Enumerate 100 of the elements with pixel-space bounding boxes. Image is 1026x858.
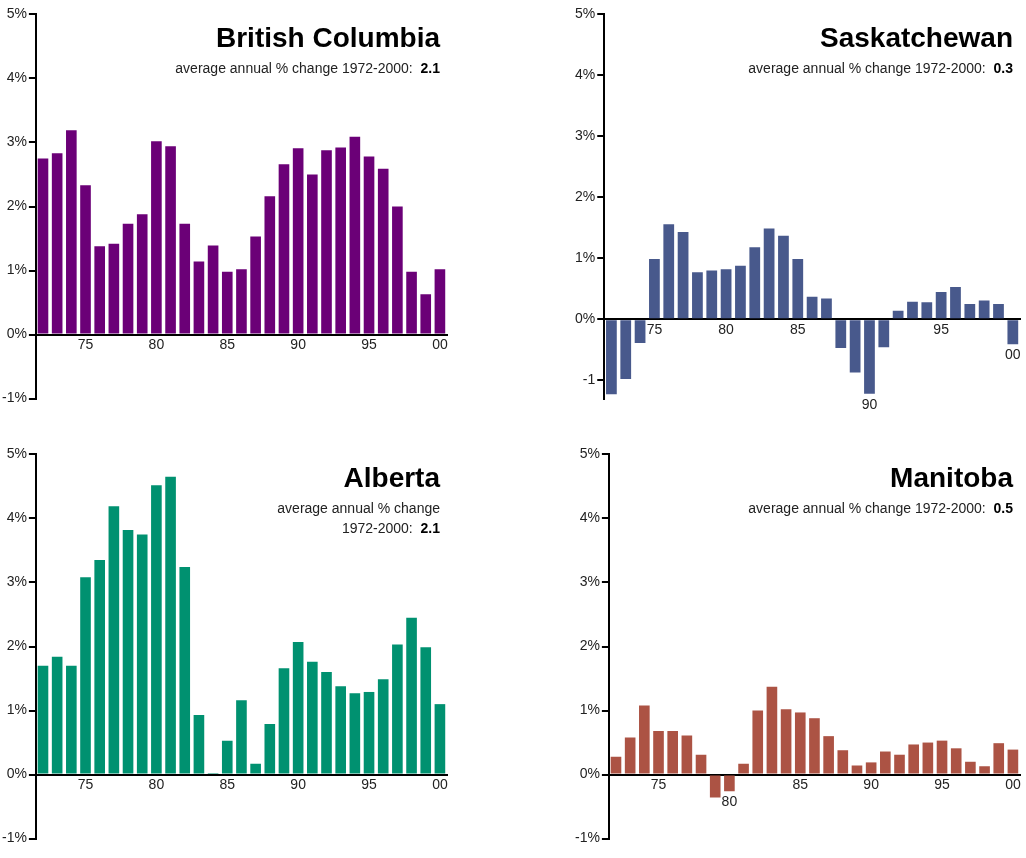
bar	[349, 136, 361, 334]
bar	[377, 679, 389, 774]
bar	[335, 147, 346, 334]
bar	[978, 300, 990, 319]
x-tick-label: 95	[361, 336, 378, 353]
bar	[681, 735, 693, 774]
bar	[695, 754, 707, 774]
bar	[907, 301, 918, 319]
bar	[179, 567, 191, 774]
x-tick-label: 90	[863, 776, 880, 793]
y-tick-label: 1%	[6, 261, 27, 278]
y-tick-label: 0%	[575, 310, 596, 327]
bar	[207, 245, 219, 334]
bar	[921, 302, 933, 319]
bar	[80, 577, 91, 774]
text: average annual % change 1972-2000:	[748, 500, 986, 516]
y-tick-label: 3%	[579, 573, 600, 590]
bar	[749, 247, 761, 319]
bar	[278, 668, 290, 774]
bar	[935, 291, 947, 319]
bar	[667, 731, 678, 774]
bar	[965, 761, 976, 774]
y-tick-label: 2%	[6, 637, 27, 654]
y-tick-label: 5%	[579, 445, 600, 462]
y-tick-label: 2%	[6, 197, 27, 214]
bar	[794, 712, 806, 774]
x-tick-label: 75	[650, 776, 667, 793]
bar	[37, 158, 49, 334]
bar	[193, 261, 205, 334]
bar	[1007, 749, 1019, 774]
bar	[823, 736, 834, 774]
x-tick-label: 85	[219, 336, 236, 353]
bar	[806, 296, 818, 319]
bar	[165, 476, 176, 774]
y-tick-label: 3%	[6, 133, 27, 150]
x-tick-label: 95	[361, 776, 378, 793]
bar	[864, 320, 875, 394]
y-tick-label: 0%	[6, 765, 27, 782]
y-tick-label: 4%	[579, 509, 600, 526]
bar	[307, 661, 318, 774]
bar	[250, 763, 261, 774]
bar	[122, 529, 134, 774]
bar	[993, 304, 1004, 319]
bar	[620, 320, 632, 380]
annotation: 2.1	[420, 520, 440, 536]
bar	[51, 153, 63, 334]
bar	[335, 686, 346, 774]
chart-title: Alberta	[342, 462, 440, 494]
bar	[278, 164, 290, 334]
y-tick-label: -1	[582, 371, 596, 388]
bar	[392, 644, 403, 774]
bar	[653, 731, 664, 774]
bar	[136, 214, 148, 334]
bar	[649, 258, 660, 319]
y-tick-label: 1%	[575, 249, 596, 266]
bar	[720, 269, 732, 319]
y-tick-label: 2%	[579, 637, 600, 654]
bar	[979, 766, 990, 774]
bar	[406, 617, 417, 774]
bar	[434, 704, 446, 774]
bar	[738, 763, 749, 774]
bar	[80, 185, 91, 334]
y-tick-label: -1%	[574, 829, 600, 846]
annotation: 0.3	[993, 60, 1013, 76]
bar	[821, 298, 832, 319]
bar	[420, 294, 432, 334]
bar	[752, 710, 764, 774]
y-tick-label: -1%	[1, 389, 27, 406]
bar	[193, 715, 205, 774]
bar	[420, 647, 432, 774]
x-tick-label: 00	[432, 336, 448, 353]
chart-title: Manitoba	[889, 462, 1013, 494]
bar	[363, 156, 375, 334]
bar	[321, 672, 332, 774]
bar	[837, 750, 849, 774]
bar	[221, 740, 233, 774]
bar	[950, 748, 962, 774]
x-tick-label: 85	[219, 776, 236, 793]
bar	[849, 320, 861, 373]
x-tick-label: 75	[77, 776, 94, 793]
y-tick-label: 1%	[579, 701, 600, 718]
bar	[880, 751, 891, 774]
bar	[778, 235, 789, 319]
bar	[1007, 320, 1019, 345]
bar	[406, 271, 417, 334]
annotation: 0.5	[993, 500, 1013, 516]
bar	[108, 243, 120, 334]
bar	[792, 258, 804, 319]
bar	[766, 686, 778, 774]
x-tick-label: 90	[861, 395, 878, 412]
bar	[639, 705, 650, 774]
bar	[108, 506, 120, 774]
x-tick-label: 00	[1005, 776, 1021, 793]
bar	[392, 206, 403, 334]
bar	[677, 232, 689, 319]
bar	[94, 560, 105, 774]
bar	[780, 709, 792, 774]
bar	[835, 320, 847, 348]
bar	[363, 691, 375, 774]
bar	[37, 665, 49, 774]
